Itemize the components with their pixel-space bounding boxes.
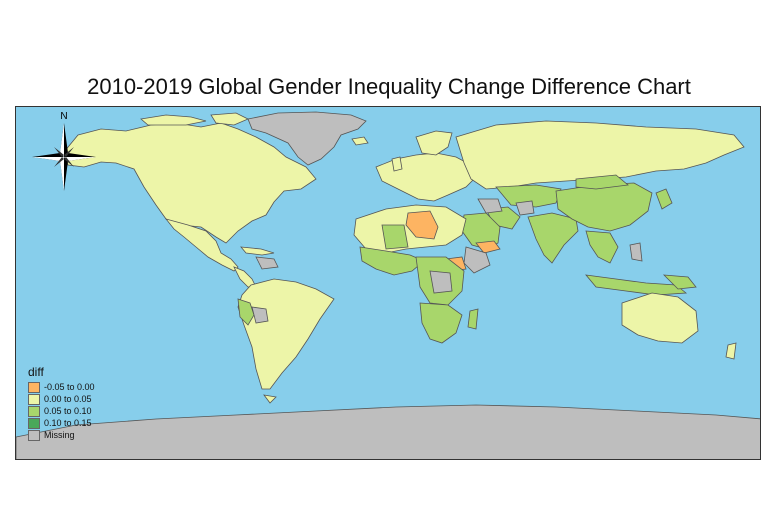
legend-swatch xyxy=(28,429,40,441)
legend-item: 0.05 to 0.10 xyxy=(28,405,95,417)
india xyxy=(527,212,579,264)
russia xyxy=(455,120,745,190)
world-map: N xyxy=(16,107,760,459)
afghanistan xyxy=(515,200,535,216)
scandinavia xyxy=(415,130,453,156)
libya xyxy=(405,210,439,240)
horn-of-africa xyxy=(463,246,491,274)
southern-africa xyxy=(419,302,463,344)
map-title: 2010-2019 Global Gender Inequality Chang… xyxy=(87,74,691,99)
drc xyxy=(429,270,453,294)
west-africa xyxy=(359,246,425,276)
australia xyxy=(621,292,699,344)
legend-label: Missing xyxy=(44,430,75,440)
venezuela xyxy=(255,256,279,270)
legend: diff -0.05 to 0.00 0.00 to 0.05 0.05 to … xyxy=(28,365,95,441)
legend-item: Missing xyxy=(28,429,95,441)
tierra-del-fuego xyxy=(263,394,277,404)
legend-title: diff xyxy=(28,365,44,379)
legend-item: 0.00 to 0.05 xyxy=(28,393,95,405)
arctic-islands xyxy=(140,114,207,126)
uk xyxy=(391,156,403,172)
new-zealand xyxy=(725,342,737,360)
north-america xyxy=(63,122,317,244)
greenland xyxy=(247,111,367,166)
compass-rose-icon: N xyxy=(32,111,96,191)
legend-item: -0.05 to 0.00 xyxy=(28,381,95,393)
peru xyxy=(237,298,255,326)
legend-label: 0.05 to 0.10 xyxy=(44,406,92,416)
philippines xyxy=(629,242,643,262)
yemen xyxy=(475,240,501,254)
legend-swatch xyxy=(28,393,40,405)
southeast-asia xyxy=(585,230,619,264)
papua xyxy=(662,274,697,290)
map-frame: N xyxy=(15,106,761,460)
bolivia xyxy=(251,306,269,324)
legend-swatch xyxy=(28,417,40,429)
kazakhstan xyxy=(495,184,562,208)
legend-swatch xyxy=(28,381,40,393)
legend-label: -0.05 to 0.00 xyxy=(44,382,95,392)
sahel xyxy=(381,224,409,250)
antarctica xyxy=(16,404,760,459)
indonesia xyxy=(585,274,688,296)
legend-label: 0.10 to 0.15 xyxy=(44,418,92,428)
arctic-islands-2 xyxy=(210,112,249,126)
caribbean xyxy=(240,246,275,256)
madagascar xyxy=(467,308,479,330)
mongolia xyxy=(575,174,629,190)
legend-item: 0.10 to 0.15 xyxy=(28,417,95,429)
legend-swatch xyxy=(28,405,40,417)
korea-japan xyxy=(655,188,673,210)
iraq-syria xyxy=(477,198,503,214)
north-label: N xyxy=(60,111,67,122)
iceland xyxy=(351,136,369,146)
legend-label: 0.00 to 0.05 xyxy=(44,394,92,404)
